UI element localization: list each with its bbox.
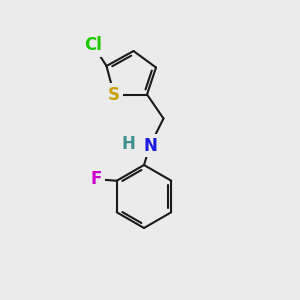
- Text: N: N: [143, 136, 157, 154]
- Text: S: S: [108, 85, 120, 103]
- Text: F: F: [91, 170, 102, 188]
- Text: Cl: Cl: [84, 36, 102, 54]
- Text: H: H: [122, 135, 135, 153]
